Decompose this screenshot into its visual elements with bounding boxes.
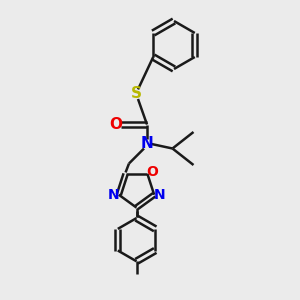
Text: N: N bbox=[108, 188, 119, 202]
Text: O: O bbox=[146, 166, 158, 179]
Text: S: S bbox=[131, 85, 142, 100]
Text: O: O bbox=[109, 117, 122, 132]
Text: N: N bbox=[154, 188, 165, 202]
Text: N: N bbox=[141, 136, 153, 152]
